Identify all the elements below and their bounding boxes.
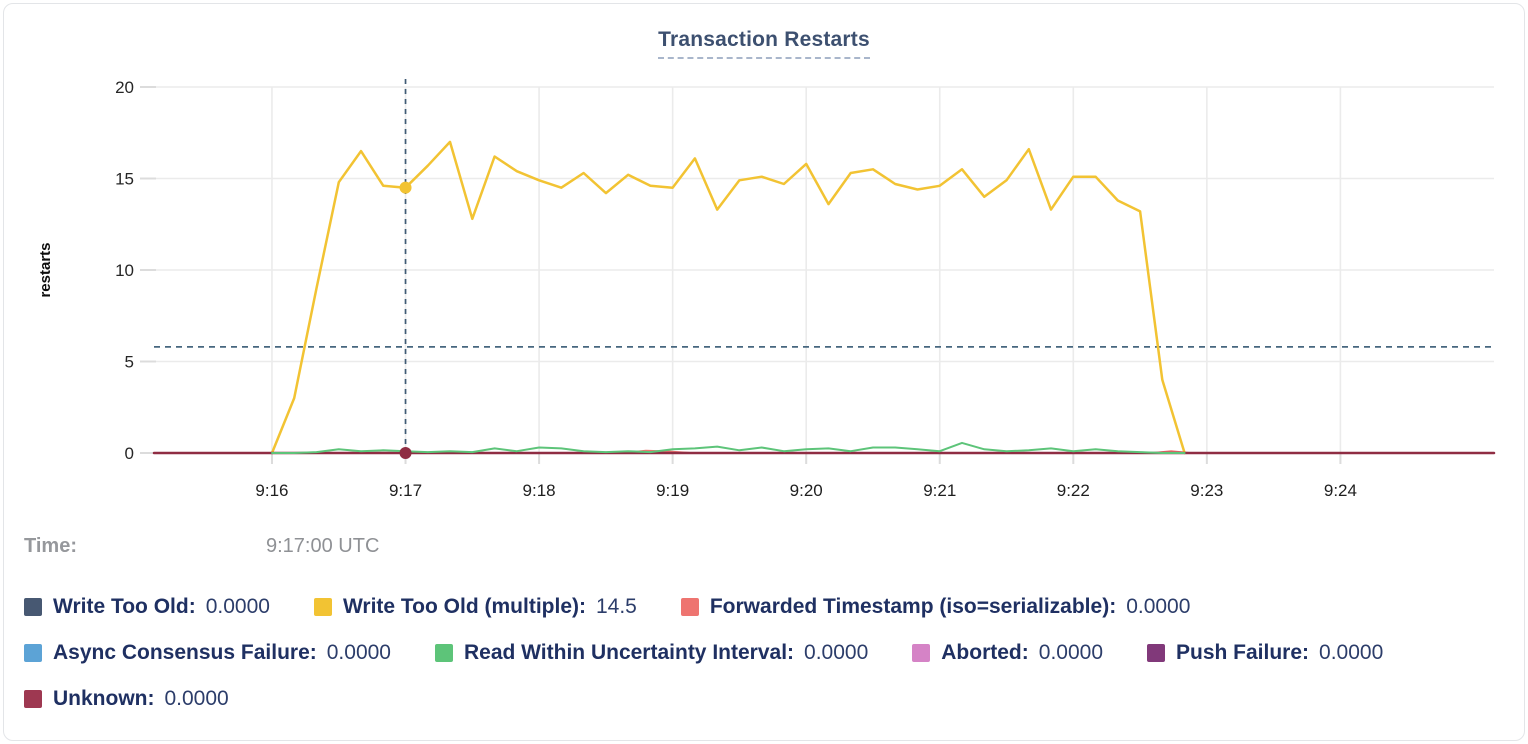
x-tick-label: 9:16 <box>255 481 288 500</box>
legend-item-write-too-old-multiple: Write Too Old (multiple): 14.5 <box>313 595 637 619</box>
x-tick-label: 9:18 <box>523 481 556 500</box>
chart-title-wrap: Transaction Restarts <box>4 28 1524 59</box>
legend-value: 0.0000 <box>1319 641 1384 664</box>
legend-swatch-icon <box>680 598 699 616</box>
hover-point-write-too-old-multiple <box>399 181 412 194</box>
hover-time-row: Time: 9:17:00 UTC <box>24 535 1504 563</box>
legend: Write Too Old: 0.0000 Write Too Old (multi… <box>24 592 1516 714</box>
legend-row: Unknown: 0.0000 <box>24 684 1516 714</box>
x-tick-label: 9:22 <box>1057 481 1090 500</box>
legend-item-write-too-old: Write Too Old: 0.0000 <box>24 595 270 619</box>
transaction-restarts-chart[interactable]: 0 5 10 15 20 9:16 9:17 9:18 9:19 9:20 9:21 9:22 9:23… <box>4 4 1528 514</box>
x-tick-label: 9:17 <box>389 481 422 500</box>
chart-title: Transaction Restarts <box>658 28 870 59</box>
y-axis-label: restarts <box>37 242 54 297</box>
legend-label: Write Too Old (multiple): <box>342 595 586 618</box>
legend-value: 0.0000 <box>326 641 391 664</box>
legend-swatch-icon <box>434 644 453 662</box>
y-tick-label: 0 <box>125 444 134 463</box>
legend-swatch-icon <box>24 598 42 616</box>
legend-item-forwarded-timestamp-iso-serializable: Forwarded Timestamp (iso=serializable): 0… <box>680 595 1191 619</box>
legend-swatch-icon <box>1147 644 1165 662</box>
legend-label: Read Within Uncertainty Interval: <box>463 641 795 664</box>
legend-item-unknown: Unknown: 0.0000 <box>24 687 229 711</box>
legend-item-aborted: Aborted: 0.0000 <box>912 641 1103 665</box>
y-tick-label: 15 <box>115 170 134 189</box>
y-tick-label: 20 <box>115 78 134 97</box>
legend-label: Forwarded Timestamp (iso=serializable): <box>709 595 1117 618</box>
x-tick-label: 9:21 <box>923 481 956 500</box>
legend-value: 0.0000 <box>1126 595 1191 618</box>
legend-swatch-icon <box>24 690 42 708</box>
x-tick-label: 9:20 <box>790 481 823 500</box>
legend-row: Write Too Old: 0.0000 Write Too Old (multi… <box>24 592 1516 622</box>
plot-area[interactable] <box>154 77 1494 453</box>
legend-item-read-within-uncertainty-interval: Read Within Uncertainty Interval: 0.0000 <box>434 641 869 665</box>
legend-label: Write Too Old: <box>53 595 196 618</box>
legend-label: Async Consensus Failure: <box>53 641 317 664</box>
legend-swatch-icon <box>24 644 42 662</box>
legend-swatch-icon <box>912 644 931 662</box>
legend-value: 14.5 <box>595 595 637 618</box>
series-line-read-within-uncertainty-interval <box>271 441 1186 454</box>
series-line-write-too-old-multiple <box>270 140 1186 455</box>
x-tick-label: 9:23 <box>1190 481 1223 500</box>
legend-value: 0.0000 <box>164 687 229 710</box>
legend-label: Aborted: <box>941 641 1029 664</box>
y-tick-label: 10 <box>115 261 134 280</box>
hover-time-label: Time: <box>24 535 77 557</box>
chart-card: 0 5 10 15 20 9:16 9:17 9:18 9:19 9:20 9:21 9:22 9:23… <box>3 3 1525 741</box>
hover-time-value: 9:17:00 UTC <box>266 535 380 557</box>
legend-value: 0.0000 <box>205 595 270 618</box>
y-tick-label: 5 <box>125 353 134 372</box>
legend-value: 0.0000 <box>1038 641 1103 664</box>
x-tick-label: 9:19 <box>656 481 689 500</box>
x-tick-label: 9:24 <box>1324 481 1357 500</box>
hover-point-unknown <box>399 447 412 459</box>
legend-label: Unknown: <box>53 687 155 710</box>
legend-label: Push Failure: <box>1176 641 1310 664</box>
legend-item-push-failure: Push Failure: 0.0000 <box>1147 641 1383 665</box>
legend-value: 0.0000 <box>804 641 869 664</box>
legend-swatch-icon <box>313 598 332 616</box>
legend-item-async-consensus-failure: Async Consensus Failure: 0.0000 <box>24 641 391 665</box>
legend-row: Async Consensus Failure: 0.0000 Read Withi… <box>24 638 1516 668</box>
